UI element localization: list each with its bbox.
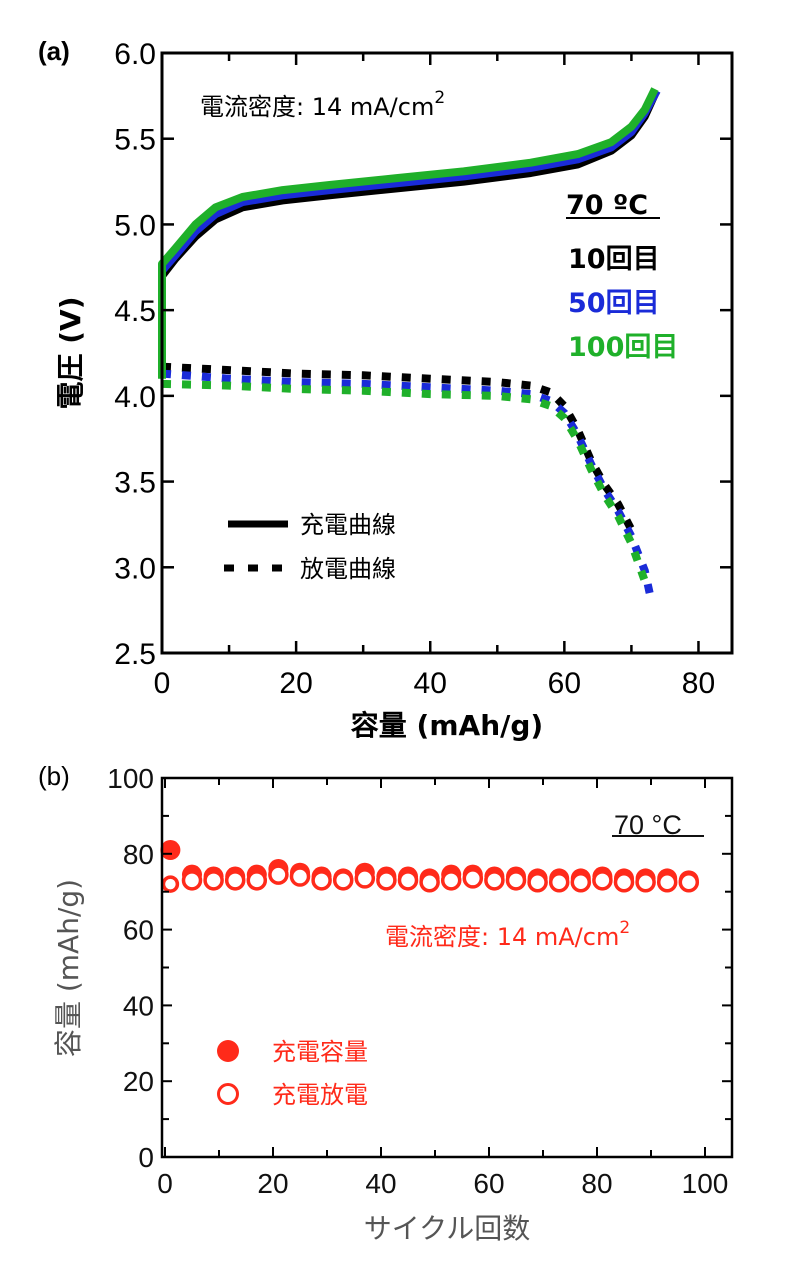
point-charge-discharge [332,870,354,891]
y-tick-label: 0 [138,1142,154,1173]
point-charge-capacity [160,840,181,861]
legend-cycle-10: 10回目 [568,244,660,275]
point-charge-discharge [246,870,268,891]
panel-a-y-axis-title: 電圧 (V) [54,296,87,409]
point-charge-discharge [462,868,484,889]
panel-b-current-density: 電流密度: 14 mA/cm2 [385,918,630,951]
y-tick-label: 3.0 [114,552,156,585]
series-line-charge-2 [158,87,659,379]
panel-a-x-axis-title: 容量 (mAh/g) [351,709,543,742]
x-tick-label: 0 [157,1168,173,1199]
y-tick-label: 60 [123,915,154,946]
series-line-charge-1 [158,88,661,371]
point-charge-discharge [289,866,311,887]
x-tick-label: 60 [473,1168,504,1199]
x-tick-label: 20 [257,1168,288,1199]
legend-open-circle-marker [217,1083,239,1105]
panel-b-y-axis-title: 容量 (mAh/g) [52,879,85,1057]
superscript: 2 [434,88,445,108]
superscript: 2 [619,918,630,938]
legend-cycle-50: 50回目 [568,288,660,319]
x-tick-label: 80 [682,667,715,700]
panel-b-label: (b) [38,761,70,791]
y-tick-label: 6.0 [114,38,156,71]
legend-discharge-curve: 放電曲線 [300,555,396,583]
legend-charge-discharge: 充電放電 [272,1081,368,1109]
point-charge-discharge [656,871,678,893]
panel-a-current-density: 電流密度: 14 mA/cm2 [200,88,445,121]
legend-filled-circle-marker [217,1040,239,1062]
y-tick-label: 80 [123,839,154,870]
x-tick-label: 80 [581,1168,612,1199]
point-charge-discharge [311,870,332,891]
point-charge-discharge [592,870,613,891]
point-charge-discharge [613,871,635,893]
panel-a-frame [160,51,734,655]
y-tick-label: 5.0 [114,209,156,242]
legend-cycle-100: 100回目 [568,332,678,363]
point-charge-discharge [570,871,592,893]
point-charge-discharge [678,871,700,893]
panel-a-temperature: 70 ºC [566,190,648,221]
legend-charge-curve: 充電曲線 [300,511,396,539]
panel-a: (a) 0 20 40 60 80 2.5 3.0 3.5 4.0 4.5 5.0 5.5 6.0 電流… [38,36,734,742]
x-tick-label: 20 [279,667,312,700]
y-tick-label: 100 [107,763,154,794]
y-tick-label: 5.5 [114,124,156,157]
point-charge-discharge [527,871,548,893]
point-charge-discharge [397,870,419,891]
x-tick-label: 60 [548,667,581,700]
x-tick-label: 40 [365,1168,396,1199]
point-charge-discharge [268,864,289,885]
x-tick-label: 0 [154,667,171,700]
point-charge-discharge [484,870,505,891]
point-charge-discharge [161,875,180,893]
y-tick-label: 4.0 [114,381,156,414]
y-tick-label: 3.5 [114,467,156,500]
panel-b-points [160,840,700,893]
series-line-discharge-3 [161,362,635,532]
point-charge-discharge [203,870,224,891]
point-charge-discharge [440,870,462,891]
series-line-discharge-4 [161,369,656,603]
point-charge-discharge [419,871,440,893]
y-tick-label: 40 [123,990,154,1021]
y-tick-label: 4.5 [114,295,156,328]
panel-a-label: (a) [38,36,70,66]
y-tick-label: 2.5 [114,638,156,671]
point-charge-discharge [505,870,527,891]
x-tick-label: 40 [414,667,447,700]
panel-b-ticks: 0 20 40 60 80 100 0 20 40 60 80 100 [107,763,732,1199]
point-charge-discharge [354,868,376,889]
point-charge-discharge [224,870,246,891]
y-tick-label: 20 [123,1066,154,1097]
panel-b-x-axis-title: サイクル回数 [364,1212,531,1245]
point-charge-discharge [635,871,656,893]
x-tick-label: 100 [682,1168,729,1199]
panel-a-ticks: 0 20 40 60 80 2.5 3.0 3.5 4.0 4.5 5.0 5.5 6.0 [114,38,732,700]
series-line-charge-0 [158,92,659,371]
point-charge-discharge [181,870,203,891]
point-charge-discharge [376,870,397,891]
panel-a-curves [158,87,661,603]
legend-charge-capacity: 充電容量 [272,1038,368,1066]
point-charge-discharge [548,871,570,893]
